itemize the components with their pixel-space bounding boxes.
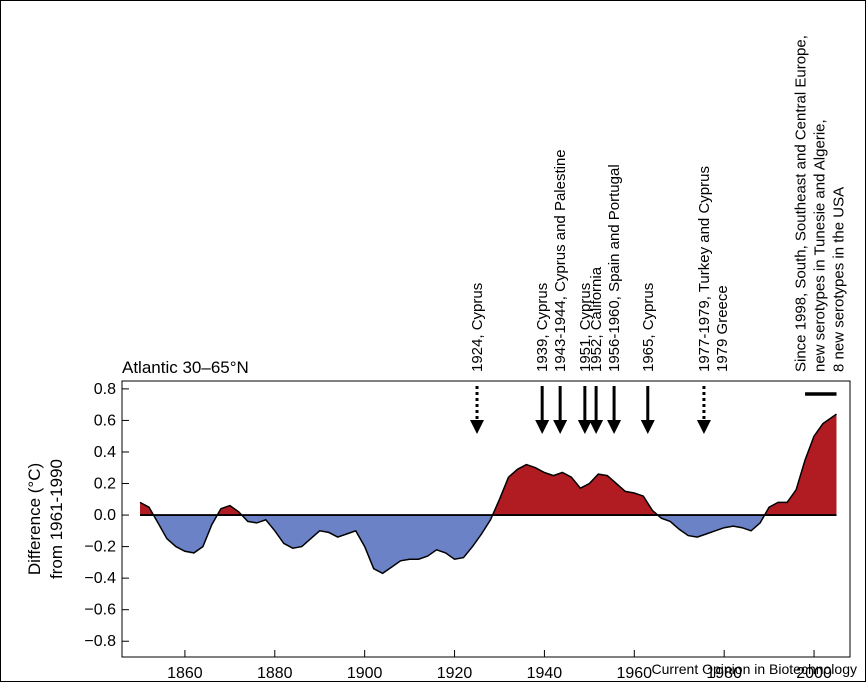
- event-label: 1943-1944, Cyprus and Palestine: [552, 149, 569, 372]
- event-arrow-head: [553, 420, 568, 434]
- event-arrow-head: [640, 420, 655, 434]
- event-label: 1977-1979, Turkey and Cyprus: [696, 166, 713, 372]
- x-tick-label: 1880: [257, 665, 293, 682]
- anomaly-line: [139, 413, 837, 575]
- event-arrow-head: [589, 420, 604, 434]
- plot-area-border: [121, 380, 851, 658]
- y-tick-label: 0.2: [94, 476, 116, 493]
- x-tick-label: 1900: [347, 665, 383, 682]
- x-tick-label: 2000: [796, 665, 832, 682]
- positive-anomaly-area: [140, 414, 837, 516]
- y-tick-label: 0.6: [94, 412, 116, 429]
- event-label: 1951, Cyprus: [577, 283, 594, 372]
- y-tick-label: −0.2: [84, 539, 116, 556]
- y-tick-label: 0.0: [94, 507, 116, 524]
- x-tick-label: 1920: [437, 665, 473, 682]
- x-tick-label: 1860: [167, 665, 203, 682]
- y-tick-label: −0.6: [84, 602, 116, 619]
- event-arrow-head: [535, 420, 550, 434]
- y-tick-label: −0.8: [84, 633, 116, 650]
- y-tick-label: 0.8: [94, 381, 116, 398]
- y-tick-label: −0.4: [84, 570, 116, 587]
- x-tick-label: 1980: [706, 665, 742, 682]
- event-label: 1956-1960, Spain and Portugal: [606, 164, 623, 372]
- negative-anomaly-area: [140, 515, 837, 574]
- event-arrow-head: [470, 420, 485, 434]
- event-label: 1952, California: [588, 266, 605, 372]
- event-arrow-head: [577, 420, 592, 434]
- event-arrow-head: [696, 420, 711, 434]
- period-annotation-line: new serotypes in Tunesie and Algerie,: [812, 119, 829, 372]
- credit-text: Current Opinion in Biotechnology: [651, 661, 857, 677]
- event-label: 1939, Cyprus: [534, 283, 551, 372]
- y-axis-label-line2: from 1961-1990: [47, 459, 66, 579]
- y-tick-label: 0.4: [94, 444, 116, 461]
- period-annotation-line: 8 new serotypes in the USA: [831, 187, 848, 372]
- event-label: 1965, Cyprus: [640, 283, 657, 372]
- event-label: 1924, Cyprus: [469, 283, 486, 372]
- event-arrow-head: [607, 420, 622, 434]
- chart-title: Atlantic 30–65°N: [122, 358, 249, 377]
- x-tick-label: 1940: [527, 665, 563, 682]
- y-axis-label-line1: Difference (°C): [25, 463, 44, 575]
- x-tick-label: 1960: [616, 665, 652, 682]
- event-label: 1979 Greece: [714, 285, 731, 372]
- period-annotation-line: Since 1998, South, Southeast and Central…: [793, 35, 810, 372]
